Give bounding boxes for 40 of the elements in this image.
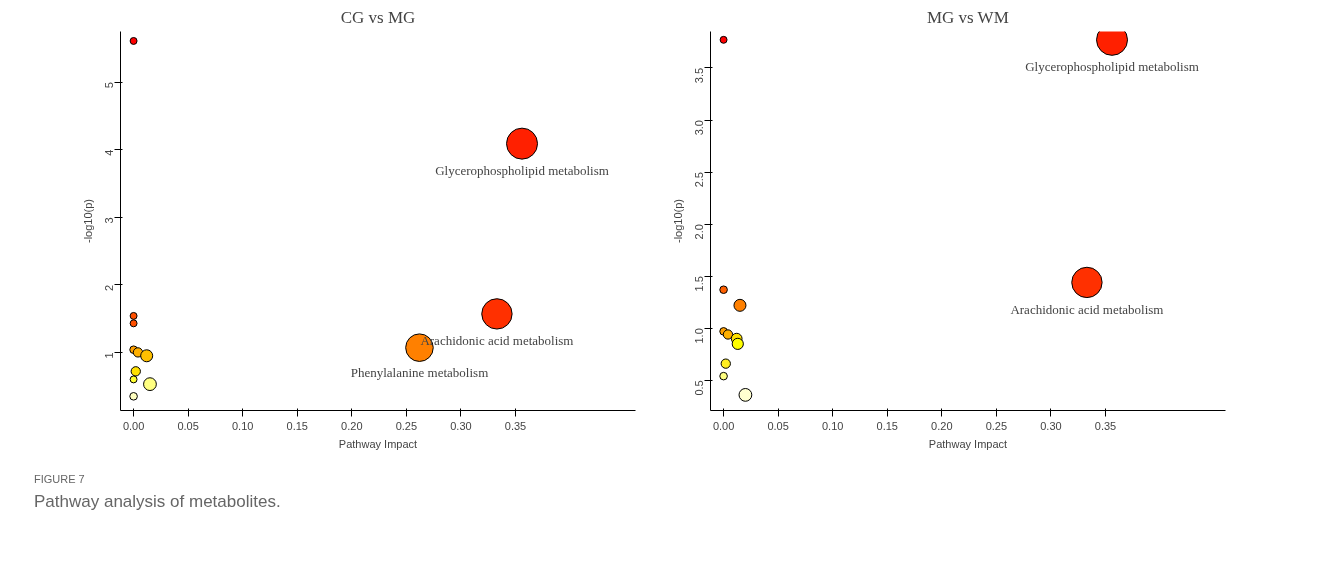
y-tick-label: 4: [103, 149, 116, 156]
y-tick-label: 3: [103, 217, 116, 224]
x-tick-label: 0.05: [767, 419, 789, 432]
y-tick-label: 2: [103, 284, 116, 291]
x-tick-label: 0.10: [232, 419, 254, 432]
x-axis-title: Pathway Impact: [338, 437, 418, 450]
y-axis-title: -log10(p): [81, 198, 94, 244]
y-tick-label: 2.0: [693, 224, 706, 240]
y-tick-label: 1.5: [693, 276, 706, 292]
x-tick-label: 0.30: [1040, 419, 1062, 432]
chart-title: MG vs WM: [926, 7, 1009, 27]
x-tick-label: 0.35: [1094, 419, 1117, 432]
y-tick-label: 5: [103, 82, 116, 89]
y-tick-label: 2.5: [693, 172, 706, 188]
x-tick-label: 0.15: [876, 419, 898, 432]
chart-title: CG vs MG: [340, 7, 416, 27]
x-tick-label: 0.05: [177, 419, 199, 432]
annotation: Arachidonic acid metabolism: [1010, 301, 1164, 317]
text: Pathway analysis of metabolites.: [34, 490, 281, 513]
x-tick-label: 0.10: [822, 419, 844, 432]
x-tick-label: 0.00: [122, 419, 145, 432]
y-tick-label: 3.0: [693, 120, 706, 136]
x-tick-label: 0.00: [712, 419, 735, 432]
annotation: Glycerophospholipid metabolism: [1025, 59, 1199, 75]
x-tick-label: 0.15: [286, 419, 308, 432]
x-tick-label: 0.25: [985, 419, 1008, 432]
annotation: Glycerophospholipid metabolism: [435, 163, 609, 179]
x-tick-label: 0.35: [504, 419, 527, 432]
y-tick-label: 3.5: [693, 67, 706, 84]
x-tick-label: 0.20: [341, 419, 363, 432]
annotation: Phenylalanine metabolism: [350, 365, 489, 381]
x-tick-label: 0.20: [931, 419, 953, 432]
caption: FIGURE 7: [34, 472, 85, 487]
x-axis-title: Pathway Impact: [928, 437, 1008, 450]
y-tick-label: 0.5: [693, 380, 706, 396]
x-tick-label: 0.30: [450, 419, 472, 432]
x-tick-label: 0.25: [395, 419, 418, 432]
y-axis-title: -log10(p): [671, 198, 684, 244]
y-tick-label: 1: [103, 352, 116, 359]
y-tick-label: 1.0: [693, 328, 706, 344]
